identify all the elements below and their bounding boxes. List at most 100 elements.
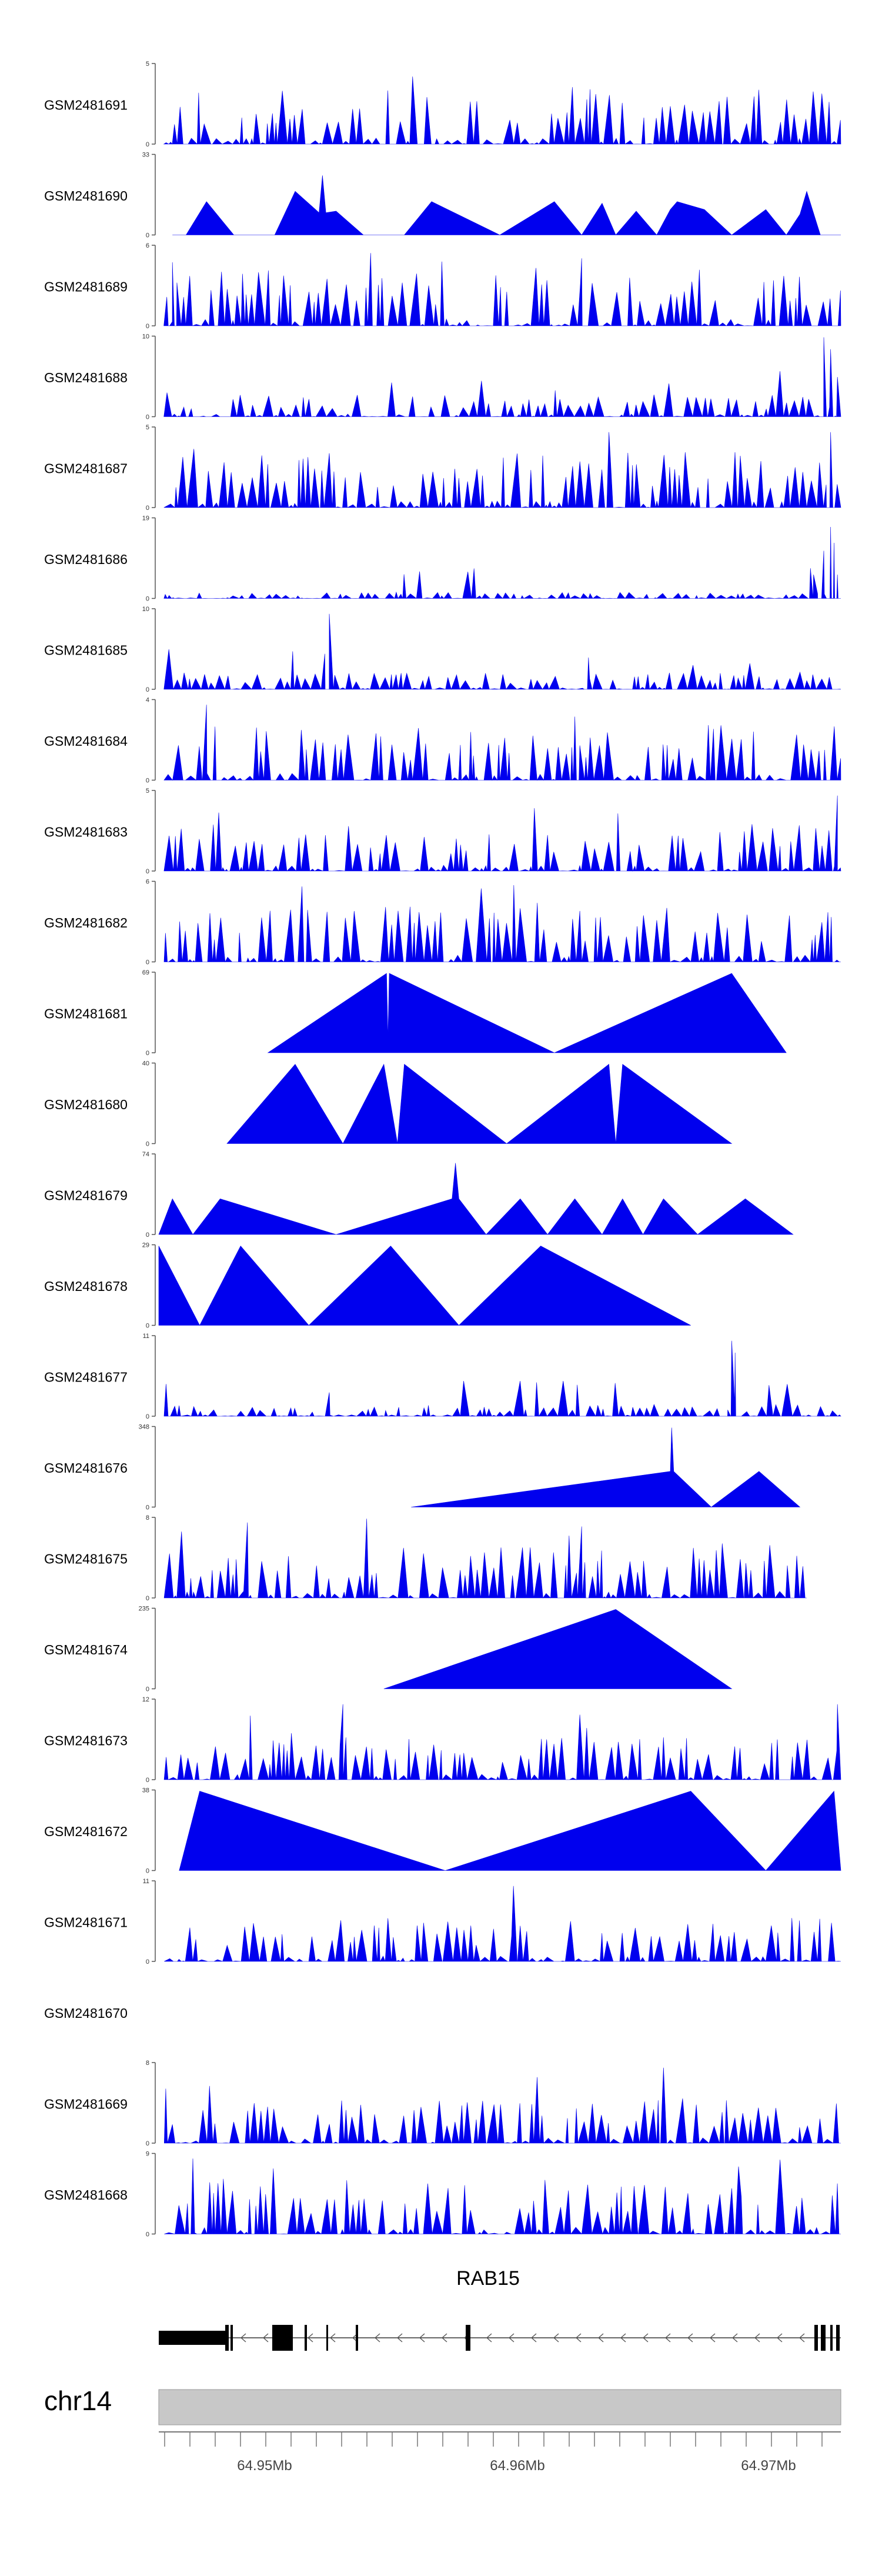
coverage-track: GSM2481672 38 0 [44, 1787, 841, 1875]
exon [288, 2325, 293, 2351]
gene-model-track: RAB15 [159, 2267, 841, 2351]
coverage-area [163, 76, 841, 145]
coverage-track: GSM2481688 10 0 [44, 333, 841, 421]
track-label: GSM2481676 [44, 1460, 128, 1476]
track-label: GSM2481687 [44, 461, 128, 476]
y-axis-max-label: 19 [142, 515, 149, 522]
y-axis-min-label: 0 [146, 232, 149, 239]
coverage-track: GSM2481689 6 0 [44, 242, 841, 330]
coverage-area [163, 432, 841, 509]
coverage-track: GSM2481670 [44, 2006, 128, 2021]
y-axis-min-label: 0 [146, 1141, 149, 1148]
coverage-track: GSM2481686 19 0 [44, 515, 841, 603]
y-axis-max-label: 38 [142, 1787, 149, 1794]
y-axis-min-label: 0 [146, 1868, 149, 1875]
strand-arrow [307, 2333, 313, 2343]
exon [272, 2325, 291, 2351]
y-axis-min-label: 0 [146, 1050, 149, 1057]
y-axis-max-label: 5 [146, 424, 149, 431]
track-label: GSM2481681 [44, 1006, 128, 1022]
strand-arrow [664, 2333, 671, 2343]
track-label: GSM2481679 [44, 1188, 128, 1203]
y-axis-min-label: 0 [146, 2231, 149, 2238]
chromosome-label: chr14 [44, 2385, 112, 2416]
y-axis-min-label: 0 [146, 959, 149, 966]
y-axis-max-label: 33 [142, 152, 149, 159]
strand-arrow [642, 2333, 649, 2343]
chromosome-ideogram: chr14 [44, 2385, 841, 2425]
exon [230, 2325, 233, 2351]
coverage-track: GSM2481678 29 0 [44, 1242, 691, 1330]
track-label: GSM2481690 [44, 188, 128, 203]
strand-arrow [530, 2333, 537, 2343]
coverage-area [163, 1519, 807, 1599]
y-axis-min-label: 0 [146, 141, 149, 148]
y-axis-max-label: 11 [143, 1878, 149, 1885]
track-label: GSM2481691 [44, 98, 128, 113]
exon [225, 2325, 229, 2351]
gene-structure [159, 2325, 841, 2351]
coverage-track: GSM2481684 4 0 [44, 697, 841, 785]
y-axis-min-label: 0 [146, 414, 149, 421]
y-axis-max-label: 4 [146, 697, 149, 704]
coverage-area [163, 613, 841, 690]
strand-arrow [396, 2333, 403, 2343]
exon [836, 2325, 840, 2351]
track-label: GSM2481673 [44, 1733, 128, 1749]
exon [814, 2325, 818, 2351]
track-label: GSM2481682 [44, 915, 128, 930]
y-axis-max-label: 9 [146, 2151, 149, 2158]
coverage-area [163, 1704, 841, 1780]
coverage-tracks: GSM248169150GSM2481690330GSM248168960GSM… [44, 61, 841, 2238]
y-axis-min-label: 0 [146, 2140, 149, 2147]
coverage-area [226, 1063, 733, 1144]
y-axis-min-label: 0 [146, 323, 149, 330]
y-axis-min-label: 0 [146, 1777, 149, 1784]
coverage-track: GSM2481691 5 0 [44, 61, 841, 148]
coverage-area [267, 973, 787, 1053]
y-axis-max-label: 10 [142, 333, 149, 341]
track-label: GSM2481686 [44, 552, 128, 567]
coverage-area [163, 253, 841, 326]
coverage-area [164, 2158, 841, 2235]
track-label: GSM2481688 [44, 370, 128, 385]
track-label: GSM2481677 [44, 1370, 128, 1385]
genome-axis: 64.95Mb 64.96Mb 64.97Mb [159, 2431, 841, 2474]
strand-arrow [553, 2333, 559, 2343]
track-label: GSM2481672 [44, 1824, 128, 1839]
y-axis-max-label: 6 [146, 242, 149, 249]
coverage-track: GSM2481674 235 0 [44, 1606, 733, 1693]
coverage-area [179, 1790, 841, 1871]
track-label: GSM2481670 [44, 2006, 128, 2021]
coverage-track: GSM2481671 11 0 [44, 1878, 841, 1966]
strand-arrow [419, 2333, 425, 2343]
strand-arrow [754, 2333, 760, 2343]
strand-arrow [575, 2333, 582, 2343]
coverage-track: GSM2481668 9 0 [44, 2151, 841, 2238]
exon [305, 2325, 307, 2351]
track-label: GSM2481675 [44, 1551, 128, 1567]
coverage-area [163, 337, 841, 418]
coverage-area [411, 1427, 801, 1507]
y-axis-min-label: 0 [146, 1958, 149, 1966]
y-axis-max-label: 12 [142, 1696, 149, 1703]
y-axis-max-label: 69 [142, 969, 149, 976]
coverage-track: GSM2481669 8 0 [44, 2060, 841, 2147]
coverage-area [172, 175, 841, 236]
strand-arrow [508, 2333, 514, 2343]
y-axis-max-label: 11 [143, 1333, 149, 1340]
track-label: GSM2481669 [44, 2097, 128, 2112]
track-label: GSM2481683 [44, 825, 128, 840]
coverage-track: GSM2481680 40 0 [44, 1060, 733, 1148]
y-axis-min-label: 0 [146, 1504, 149, 1511]
y-axis-min-label: 0 [146, 1323, 149, 1330]
strand-arrow [731, 2333, 738, 2343]
strand-arrow [799, 2333, 805, 2343]
track-label: GSM2481685 [44, 643, 128, 658]
coverage-area [158, 1163, 794, 1235]
axis-tick-label: 64.95Mb [237, 2458, 292, 2474]
axis-tick-label: 64.96Mb [490, 2458, 544, 2474]
strand-arrow [597, 2333, 604, 2343]
track-label: GSM2481668 [44, 2187, 128, 2203]
track-label: GSM2481684 [44, 733, 128, 749]
